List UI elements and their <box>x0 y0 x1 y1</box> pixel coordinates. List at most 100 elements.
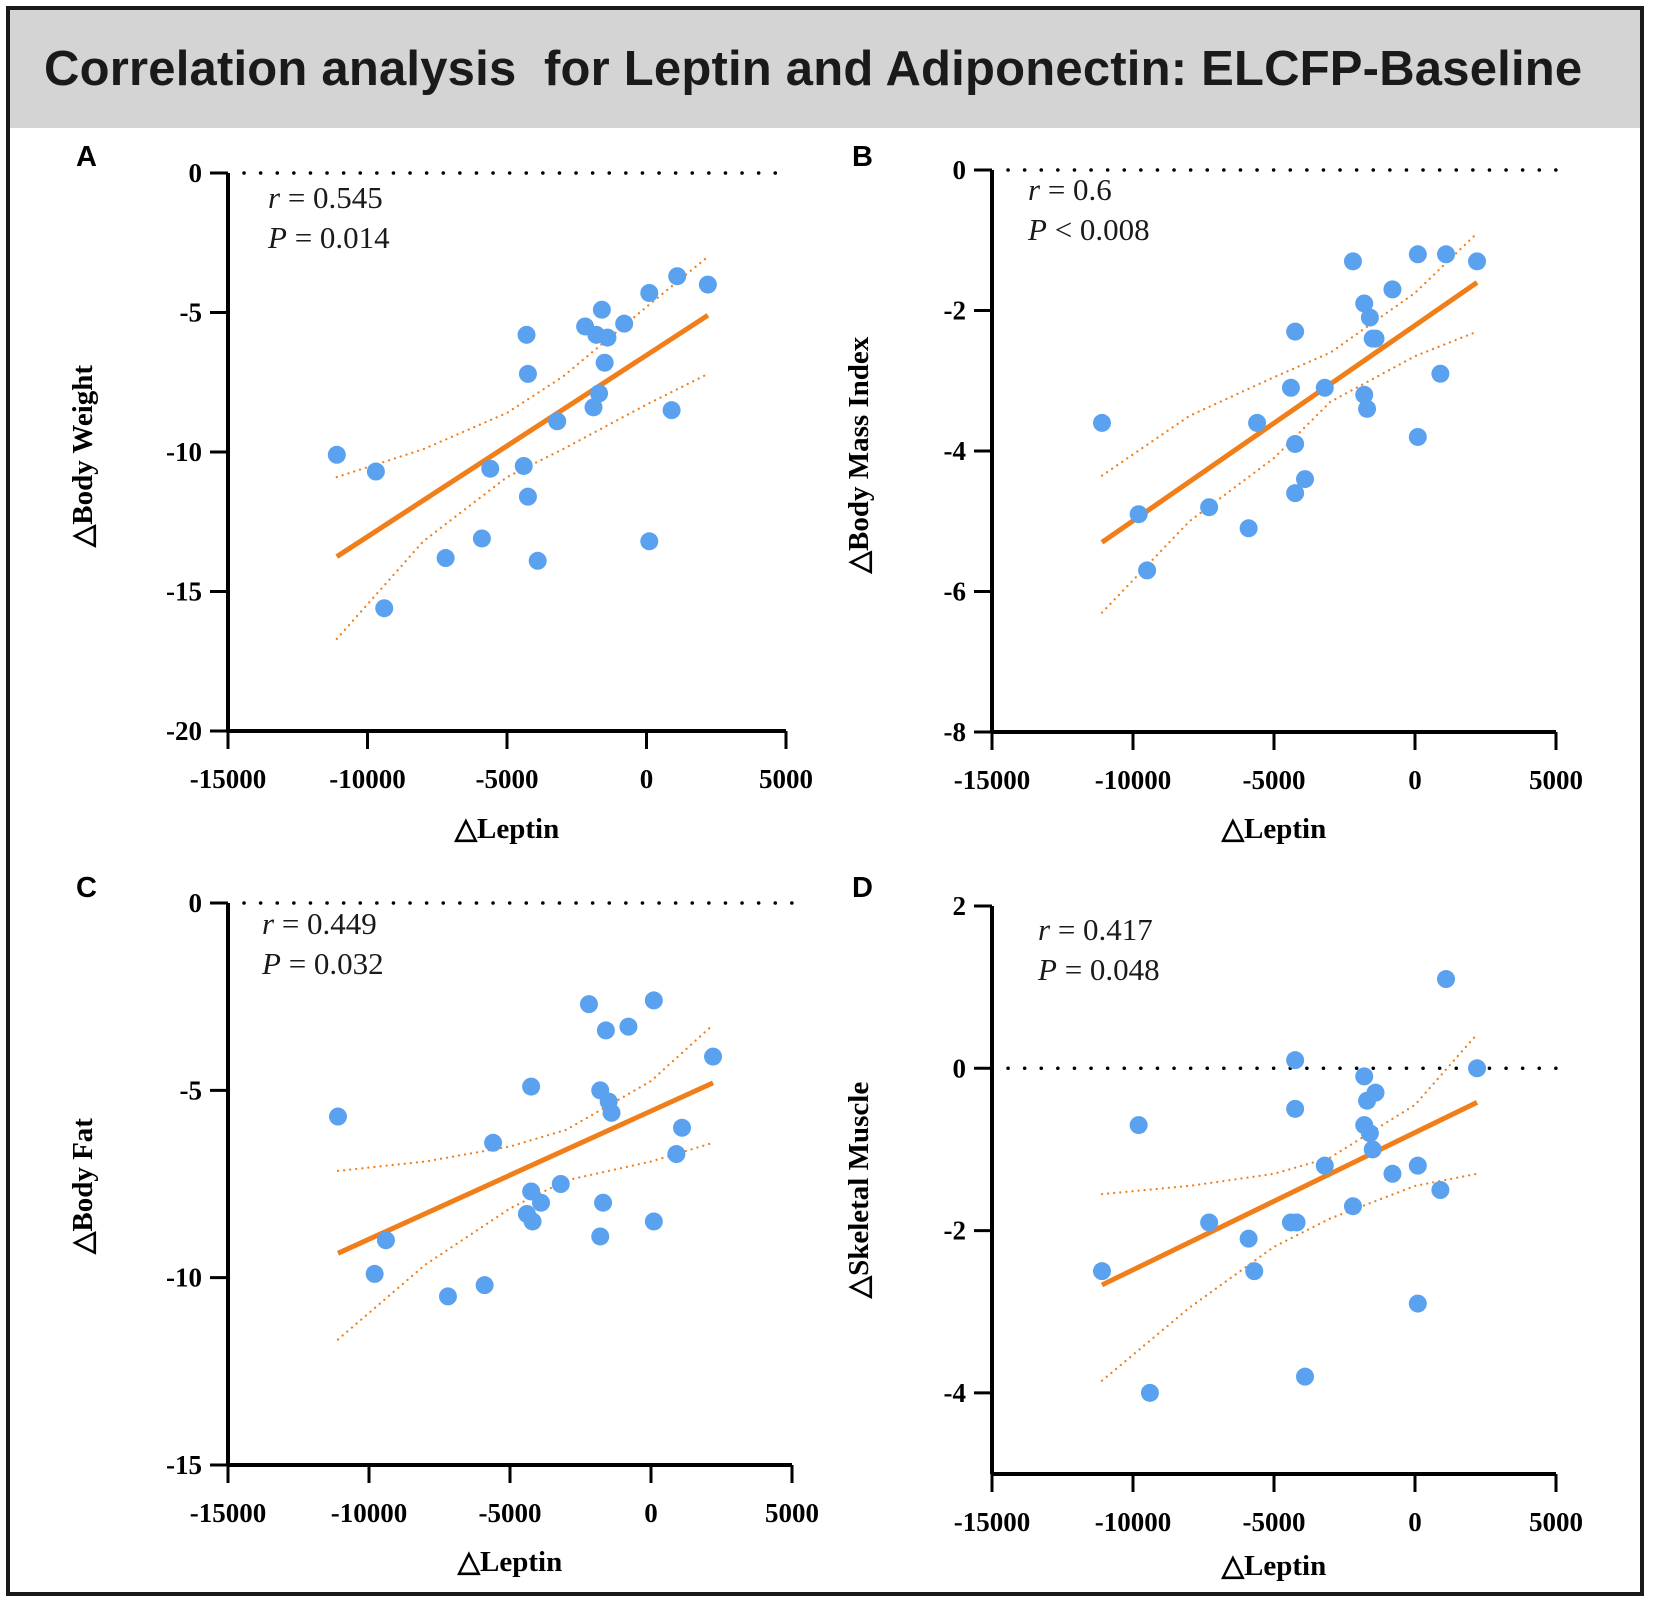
data-point <box>523 1212 542 1231</box>
p-value: = 0.032 <box>281 946 384 981</box>
x-tick-label: -10000 <box>1095 1507 1172 1537</box>
p-value: = 0.014 <box>287 220 390 255</box>
data-point <box>1355 294 1374 313</box>
data-point <box>522 1077 541 1096</box>
x-tick-label: -10000 <box>1095 765 1172 795</box>
panel-b: B -8 -6 -4 -2 0 -15000 -10000 -5000 0 5000 △Leptin △… <box>843 141 1583 845</box>
x-axis-title: △Leptin <box>1221 1550 1327 1582</box>
y-axis-title: △Skeletal Muscle <box>843 1082 875 1300</box>
x-tick-label: -10000 <box>331 1498 408 1528</box>
data-point <box>673 1118 692 1137</box>
data-point <box>481 459 500 478</box>
data-point <box>1200 498 1219 517</box>
r-statistic: r = 0.545 <box>268 180 383 215</box>
data-point <box>590 384 609 403</box>
r-symbol: r <box>262 906 275 941</box>
data-point <box>436 549 455 568</box>
title-bar: Correlation analysis for Leptin and Adip… <box>10 10 1640 128</box>
y-tick-label: -5 <box>180 1075 203 1105</box>
x-tick-label: -5000 <box>476 764 539 794</box>
data-point <box>1468 252 1487 271</box>
x-tick-label: -15000 <box>954 765 1031 795</box>
data-point <box>1408 245 1427 264</box>
y-tick-label: -5 <box>180 298 203 328</box>
y-tick-label: 2 <box>953 891 967 921</box>
ci-lower-band <box>1100 1172 1479 1382</box>
x-tick-label: -5000 <box>479 1498 542 1528</box>
data-point <box>366 462 385 481</box>
data-point <box>619 1017 638 1036</box>
y-axis-title: △Body Mass Index <box>843 336 875 574</box>
data-point <box>668 267 687 286</box>
y-tick-label: 0 <box>953 155 967 185</box>
data-point <box>596 1021 615 1040</box>
p-value: = 0.048 <box>1057 952 1160 987</box>
x-tick-label: 0 <box>1408 1507 1422 1537</box>
y-tick-label: -2 <box>944 296 967 326</box>
data-point <box>1248 413 1267 432</box>
data-point <box>662 401 681 420</box>
x-tick-label: 0 <box>1408 765 1422 795</box>
data-point <box>1315 378 1334 397</box>
regression-line <box>335 313 710 559</box>
data-point <box>1360 308 1379 327</box>
ci-lower-band <box>336 1141 715 1341</box>
p-symbol: P <box>261 946 281 981</box>
ci-upper-band <box>1100 232 1479 477</box>
y-tick-label: -15 <box>166 1450 202 1480</box>
data-point <box>375 599 394 618</box>
p-statistic: P = 0.032 <box>261 946 384 981</box>
data-point <box>1296 1367 1315 1386</box>
x-axis-title: △Leptin <box>1221 813 1327 845</box>
data-point <box>1315 1156 1334 1175</box>
data-point <box>640 532 659 551</box>
y-tick-label: -10 <box>166 437 202 467</box>
data-point <box>528 551 547 570</box>
data-point <box>1408 1156 1427 1175</box>
data-point <box>1129 505 1148 524</box>
y-tick-label: -2 <box>944 1216 967 1246</box>
x-axis-title: △Leptin <box>454 813 560 845</box>
y-tick-label: -10 <box>166 1263 202 1293</box>
panel-label: B <box>852 141 873 173</box>
data-point <box>484 1133 503 1152</box>
r-value: = 0.545 <box>280 180 383 215</box>
data-point <box>1431 1181 1450 1199</box>
data-point <box>1468 1059 1487 1078</box>
r-value: = 0.449 <box>274 906 377 941</box>
data-point <box>1360 1124 1379 1143</box>
data-point <box>327 445 346 464</box>
x-tick-label: -15000 <box>190 1498 267 1528</box>
data-point <box>1437 245 1456 264</box>
y-tick-label: 0 <box>189 888 203 918</box>
x-tick-label: -15000 <box>954 1507 1031 1537</box>
x-tick-label: 5000 <box>1529 1507 1583 1537</box>
x-tick-label: -10000 <box>329 764 406 794</box>
data-point <box>472 529 491 548</box>
data-point <box>1138 561 1157 580</box>
data-point <box>1437 970 1456 989</box>
p-symbol: P <box>1037 952 1057 987</box>
y-tick-label: 0 <box>189 158 203 188</box>
figure-title: Correlation analysis for Leptin and Adip… <box>44 42 1583 96</box>
data-point <box>1383 1164 1402 1183</box>
x-tick-label: -5000 <box>1243 1507 1306 1537</box>
y-tick-label: -4 <box>944 1378 967 1408</box>
data-point <box>698 275 717 294</box>
y-tick-label: -4 <box>944 436 967 466</box>
r-statistic: r = 0.6 <box>1028 172 1112 207</box>
data-point <box>1366 329 1385 348</box>
data-point <box>551 1175 570 1193</box>
data-point <box>1355 1067 1374 1086</box>
data-point <box>591 1227 610 1246</box>
data-point <box>1140 1383 1159 1402</box>
p-symbol: P <box>267 220 287 255</box>
data-point <box>644 1212 663 1231</box>
r-value: = 0.6 <box>1040 172 1112 207</box>
data-point <box>584 398 603 417</box>
p-statistic: P = 0.048 <box>1037 952 1160 987</box>
data-point <box>1366 1083 1385 1102</box>
figure-frame: Correlation analysis for Leptin and Adip… <box>6 6 1644 1596</box>
panel-a: A -20 -15 -10 -5 0 -15000 -10000 -5000 0 5000 △Lept… <box>67 141 813 845</box>
